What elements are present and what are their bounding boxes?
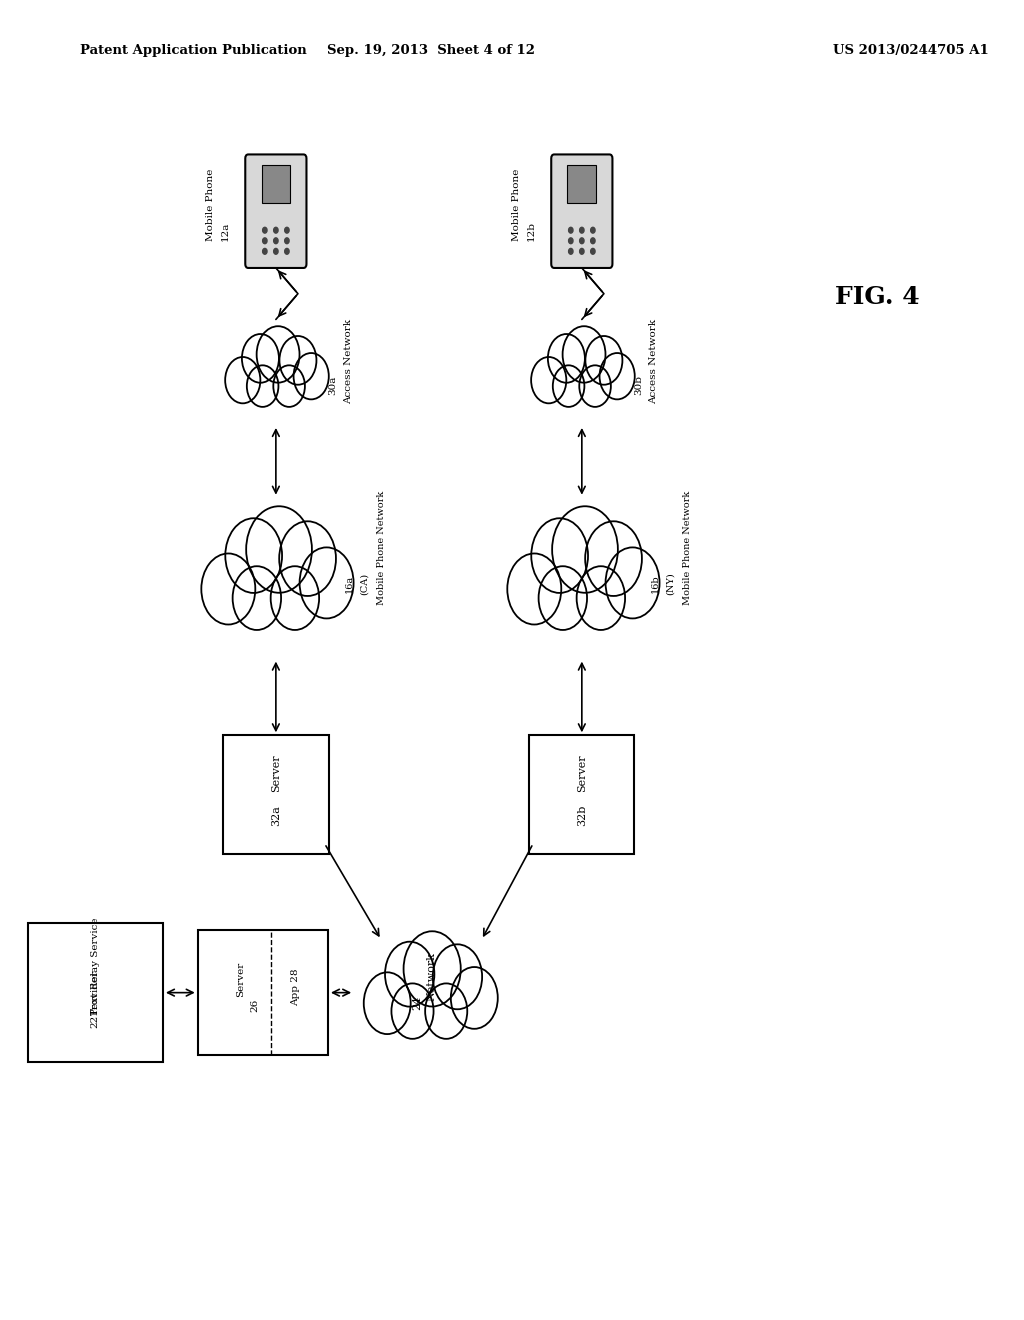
Circle shape [531,519,588,593]
Text: Network: Network [426,952,436,1002]
Circle shape [273,227,279,234]
FancyBboxPatch shape [551,154,612,268]
Circle shape [280,337,316,384]
Text: 30a: 30a [329,376,338,395]
Circle shape [591,238,595,244]
Circle shape [285,227,289,234]
Bar [198,929,328,1056]
Text: 24: 24 [413,997,422,1010]
Text: Mobile Phone Network: Mobile Phone Network [377,491,386,605]
Circle shape [585,521,642,595]
Circle shape [586,337,623,384]
Circle shape [580,248,584,255]
Text: App 28: App 28 [292,969,300,1006]
Text: (CA): (CA) [359,573,369,594]
Circle shape [294,352,329,400]
Text: 30b: 30b [635,375,643,396]
Circle shape [580,227,584,234]
Text: Access Network: Access Network [344,319,352,404]
Text: Server: Server [271,755,281,792]
Text: 32b: 32b [577,805,587,826]
Circle shape [262,248,267,255]
Circle shape [385,941,434,1007]
Text: Server: Server [577,755,587,792]
Circle shape [242,334,279,383]
Text: FIG. 4: FIG. 4 [836,285,921,309]
Circle shape [262,227,267,234]
Circle shape [246,507,312,593]
Text: Server: Server [237,962,246,997]
Circle shape [591,227,595,234]
Text: Mobile Phone: Mobile Phone [206,169,215,240]
Circle shape [285,248,289,255]
Circle shape [531,356,566,404]
Circle shape [262,238,267,244]
Bar [567,165,596,203]
Text: Text Relay Service: Text Relay Service [91,917,99,1015]
Circle shape [273,248,279,255]
Circle shape [568,227,573,234]
Circle shape [273,366,305,407]
Circle shape [599,352,635,400]
Text: Access Network: Access Network [649,319,658,404]
FancyBboxPatch shape [246,154,306,268]
Circle shape [257,326,299,383]
Circle shape [553,366,585,407]
Bar [28,924,163,1061]
Circle shape [568,238,573,244]
Text: (NY): (NY) [666,572,675,595]
Circle shape [552,507,617,593]
Circle shape [247,366,279,407]
Circle shape [280,521,336,595]
Circle shape [232,566,281,630]
Text: 12a: 12a [221,222,230,240]
Bar [529,735,635,854]
Text: US 2013/0244705 A1: US 2013/0244705 A1 [833,44,988,57]
Text: 32a: 32a [271,805,281,826]
Circle shape [507,553,561,624]
Circle shape [225,356,260,404]
Circle shape [391,983,433,1039]
Circle shape [403,932,461,1006]
Text: 22: 22 [91,1015,99,1028]
Circle shape [568,248,573,255]
Text: Mobile Phone Network: Mobile Phone Network [683,491,691,605]
Text: Provider: Provider [91,970,99,1015]
Circle shape [273,238,279,244]
Circle shape [451,968,498,1028]
Circle shape [591,248,595,255]
Circle shape [605,548,659,619]
Text: Patent Application Publication: Patent Application Publication [80,44,307,57]
Circle shape [577,566,625,630]
Circle shape [580,238,584,244]
Text: Mobile Phone: Mobile Phone [512,169,521,240]
Circle shape [300,548,353,619]
Circle shape [285,238,289,244]
Bar [261,165,290,203]
Circle shape [270,566,319,630]
Circle shape [562,326,605,383]
Circle shape [425,983,467,1039]
Circle shape [548,334,585,383]
Text: 12b: 12b [527,220,537,242]
Circle shape [202,553,255,624]
Circle shape [364,973,411,1034]
Text: 16a: 16a [345,574,353,593]
Circle shape [433,944,482,1010]
Text: 16b: 16b [650,574,659,593]
Text: 26: 26 [250,999,259,1012]
Circle shape [539,566,587,630]
Circle shape [580,366,611,407]
Bar [223,735,329,854]
Circle shape [225,519,282,593]
Text: Sep. 19, 2013  Sheet 4 of 12: Sep. 19, 2013 Sheet 4 of 12 [328,44,536,57]
